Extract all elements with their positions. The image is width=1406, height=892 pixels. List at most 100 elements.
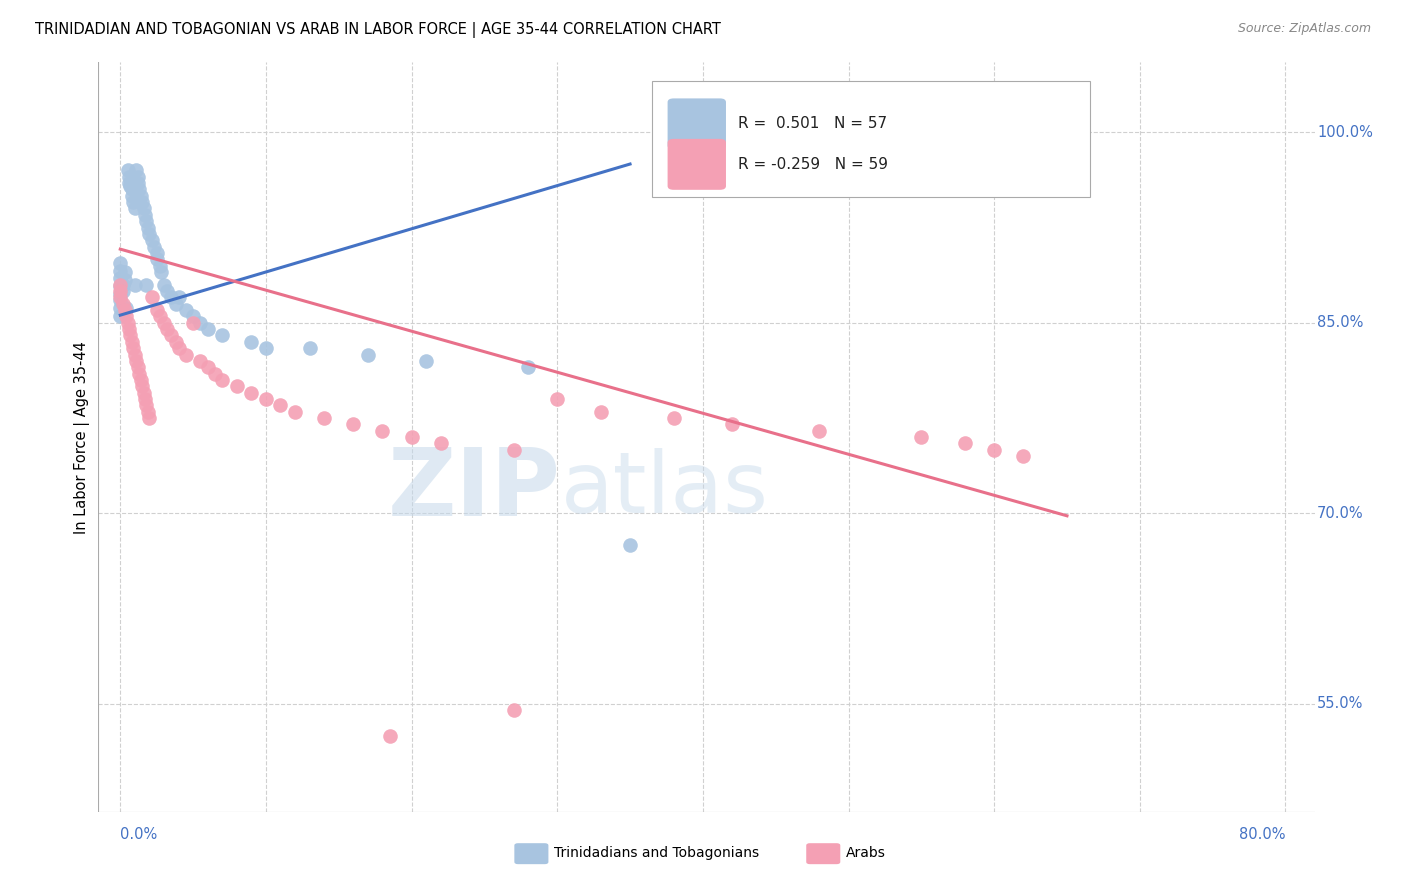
Point — [131, 195, 153, 210]
Point — [910, 430, 932, 444]
Point — [197, 360, 219, 375]
Point — [112, 297, 135, 311]
Point — [953, 436, 976, 450]
Point — [429, 436, 451, 450]
Point — [165, 334, 187, 349]
Text: 80.0%: 80.0% — [1239, 827, 1285, 842]
Point — [112, 284, 135, 298]
Point — [357, 347, 380, 361]
Text: Arabs: Arabs — [846, 846, 886, 860]
Text: 55.0%: 55.0% — [1317, 697, 1364, 711]
Point — [138, 227, 160, 241]
Point — [721, 417, 744, 432]
Point — [115, 301, 138, 315]
Point — [117, 316, 139, 330]
Text: R = -0.259   N = 59: R = -0.259 N = 59 — [738, 157, 889, 172]
Point — [371, 424, 394, 438]
Point — [156, 322, 179, 336]
Point — [181, 316, 204, 330]
Point — [132, 202, 155, 216]
Text: 0.0%: 0.0% — [121, 827, 157, 842]
Point — [141, 233, 163, 247]
Point — [145, 252, 167, 267]
Point — [110, 279, 132, 293]
Point — [167, 290, 190, 304]
Point — [117, 163, 139, 178]
FancyBboxPatch shape — [515, 843, 548, 864]
Text: atlas: atlas — [561, 448, 769, 531]
FancyBboxPatch shape — [668, 98, 725, 149]
Point — [174, 303, 197, 318]
Point — [142, 239, 165, 253]
Point — [204, 367, 226, 381]
Point — [138, 411, 160, 425]
Text: R =  0.501   N = 57: R = 0.501 N = 57 — [738, 116, 887, 131]
Point — [129, 373, 152, 387]
Point — [254, 392, 277, 406]
Point — [546, 392, 568, 406]
Point — [136, 405, 159, 419]
Point — [121, 182, 143, 196]
Point — [110, 301, 132, 315]
Point — [120, 178, 142, 193]
Point — [128, 182, 150, 196]
Point — [167, 341, 190, 355]
Y-axis label: In Labor Force | Age 35-44: In Labor Force | Age 35-44 — [75, 341, 90, 533]
Point — [122, 195, 145, 210]
Point — [135, 214, 157, 228]
Point — [134, 208, 156, 222]
Point — [129, 188, 152, 202]
Point — [298, 341, 321, 355]
Point — [156, 284, 179, 298]
Point — [135, 277, 157, 292]
Point — [125, 163, 148, 178]
Point — [110, 284, 132, 298]
Text: Trinidadians and Tobagonians: Trinidadians and Tobagonians — [554, 846, 759, 860]
Point — [149, 259, 172, 273]
Point — [110, 271, 132, 285]
Point — [211, 373, 233, 387]
Point — [131, 379, 153, 393]
Point — [124, 277, 146, 292]
Point — [115, 310, 138, 324]
Point — [141, 290, 163, 304]
Point — [314, 411, 336, 425]
Point — [145, 246, 167, 260]
Point — [225, 379, 247, 393]
Point — [662, 411, 685, 425]
Point — [197, 322, 219, 336]
Point — [1056, 125, 1078, 139]
Point — [150, 265, 173, 279]
Point — [190, 354, 212, 368]
Point — [153, 316, 176, 330]
Point — [149, 310, 172, 324]
Point — [136, 220, 159, 235]
Point — [174, 347, 197, 361]
Point — [589, 405, 612, 419]
Text: 100.0%: 100.0% — [1317, 125, 1372, 140]
Point — [983, 442, 1005, 457]
Point — [342, 417, 364, 432]
Point — [121, 334, 143, 349]
Point — [128, 367, 150, 381]
Point — [401, 430, 423, 444]
Point — [181, 310, 204, 324]
Text: 70.0%: 70.0% — [1317, 506, 1364, 521]
Point — [378, 729, 401, 743]
Text: ZIP: ZIP — [388, 443, 561, 535]
Point — [132, 385, 155, 400]
Point — [190, 316, 212, 330]
Point — [284, 405, 307, 419]
Point — [112, 277, 135, 292]
Point — [517, 360, 540, 375]
Point — [114, 265, 136, 279]
Point — [145, 303, 167, 318]
Point — [165, 297, 187, 311]
Point — [127, 169, 149, 184]
Point — [124, 347, 146, 361]
Point — [160, 290, 183, 304]
Point — [269, 398, 291, 412]
Point — [114, 303, 136, 318]
FancyBboxPatch shape — [668, 139, 725, 190]
Text: Source: ZipAtlas.com: Source: ZipAtlas.com — [1237, 22, 1371, 36]
